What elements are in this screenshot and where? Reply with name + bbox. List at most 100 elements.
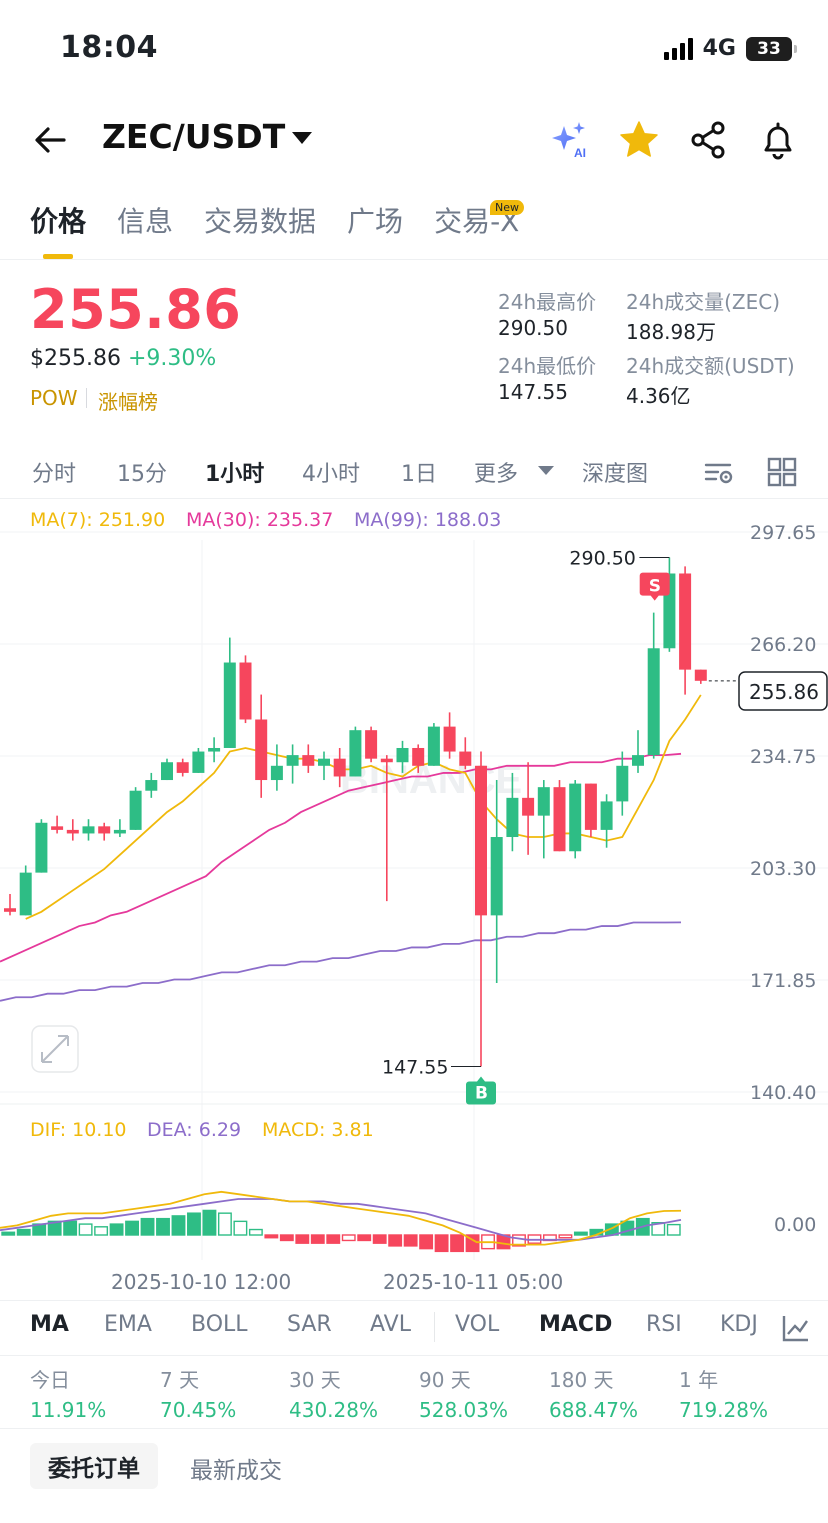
candle-body: [82, 826, 95, 834]
perf-180d-value: 688.47%: [549, 1398, 638, 1422]
interval-1d[interactable]: 1日: [401, 462, 437, 487]
tab-order-book[interactable]: 委托订单: [30, 1443, 158, 1489]
interval-15m[interactable]: 15分: [117, 462, 167, 487]
candle-body: [584, 783, 597, 830]
share-icon[interactable]: [686, 118, 730, 162]
candle-body: [380, 758, 393, 763]
candle-body: [475, 765, 487, 916]
macd-bar: [47, 1220, 62, 1236]
indicator-kdj[interactable]: KDJ: [720, 1312, 758, 1337]
candle-body: [145, 780, 158, 791]
stat-high-label: 24h最高价: [498, 290, 597, 314]
macd-bar: [279, 1234, 294, 1242]
tab-trading-data[interactable]: 交易数据: [204, 205, 317, 238]
candle-body: [176, 762, 189, 773]
ai-sparkle-icon[interactable]: AI: [548, 118, 592, 162]
y-tick-label: 140.40: [750, 1082, 816, 1104]
candle-body: [569, 783, 582, 852]
indicator-settings-icon[interactable]: [780, 1312, 812, 1344]
buy-marker: [466, 1076, 497, 1105]
status-icons: 4G 33: [663, 36, 797, 61]
macd-bar: [558, 1234, 573, 1239]
indicator-vol[interactable]: VOL: [455, 1312, 500, 1337]
candle-body: [19, 872, 32, 916]
candle-body: [302, 755, 315, 766]
back-arrow-icon[interactable]: [30, 118, 74, 162]
candle-body: [223, 662, 236, 748]
chart-settings-icon[interactable]: [702, 456, 736, 488]
candle-body: [286, 755, 299, 766]
macd-bar: [171, 1215, 186, 1236]
price-change-percent: +9.30%: [128, 346, 217, 371]
candle-body: [522, 797, 535, 816]
indicator-ema[interactable]: EMA: [104, 1312, 152, 1337]
dea-line: [0, 1198, 682, 1241]
indicator-macd[interactable]: MACD: [539, 1312, 613, 1337]
macd-bar: [109, 1223, 124, 1236]
divider: [0, 259, 828, 260]
macd-bar: [666, 1223, 681, 1236]
tab-square[interactable]: 广场: [347, 205, 404, 238]
tab-latest-trades[interactable]: 最新成交: [190, 1458, 282, 1484]
candle-body: [66, 829, 79, 834]
stat-turnover-label: 24h成交额(USDT): [626, 354, 795, 378]
low-price-label: 147.55: [382, 1057, 448, 1079]
candle-body: [600, 801, 613, 830]
tag-top-gainers[interactable]: 涨幅榜: [98, 390, 158, 414]
interval-more[interactable]: 更多: [474, 462, 519, 487]
indicator-ma[interactable]: MA: [30, 1312, 69, 1337]
pair-title[interactable]: ZEC/USDT: [102, 117, 286, 156]
candle-body: [270, 765, 283, 781]
macd-bar: [573, 1231, 588, 1236]
y-axis-ticks: 297.65 266.20 234.75 203.30 171.85 140.40: [750, 522, 816, 1104]
candle-body: [459, 751, 472, 766]
ma30-line: [0, 752, 682, 963]
indicator-boll[interactable]: BOLL: [191, 1312, 248, 1337]
buy-marker-label: B: [475, 1084, 488, 1104]
candle-body: [506, 797, 519, 838]
svg-text:AI: AI: [574, 146, 586, 160]
macd-bar: [512, 1234, 526, 1247]
network-type: 4G: [702, 36, 736, 61]
candle-body: [161, 762, 173, 781]
interval-4h[interactable]: 4小时: [302, 462, 360, 487]
layout-grid-icon[interactable]: [766, 456, 798, 488]
tab-price[interactable]: 价格: [30, 205, 87, 238]
indicator-rsi[interactable]: RSI: [646, 1312, 682, 1337]
ma7-legend: MA(7): 251.90: [30, 509, 165, 531]
candle-body: [51, 826, 64, 830]
dea-legend: DEA: 6.29: [147, 1119, 241, 1141]
tag-pow[interactable]: POW: [30, 386, 78, 410]
depth-chart-tab[interactable]: 深度图: [582, 462, 649, 487]
indicator-avl[interactable]: AVL: [370, 1312, 411, 1337]
last-price: 255.86: [30, 278, 242, 341]
macd-bar: [419, 1234, 434, 1250]
indicator-sar[interactable]: SAR: [287, 1312, 332, 1337]
perf-7d-value: 70.45%: [160, 1398, 237, 1422]
chevron-down-icon[interactable]: [538, 466, 554, 475]
y-tick-label: 171.85: [750, 970, 816, 992]
macd-bar: [326, 1234, 341, 1244]
macd-legend: MACD: 3.81: [262, 1119, 374, 1141]
macd-bar: [202, 1209, 217, 1236]
stat-turnover-value: 4.36亿: [626, 384, 691, 408]
macd-bar: [187, 1212, 201, 1236]
perf-30d-label: 30 天: [289, 1368, 341, 1392]
divider: [0, 1355, 828, 1356]
macd-bar: [341, 1234, 356, 1242]
macd-bar: [403, 1234, 418, 1247]
high-low-markers: 290.50 147.55 S B: [382, 547, 670, 1105]
kline-chart[interactable]: BINANCE 297.65266.20234.75203.30171.8514…: [0, 500, 828, 1300]
interval-line[interactable]: 分时: [32, 462, 77, 487]
macd-bar: [388, 1234, 403, 1247]
perf-7d-label: 7 天: [160, 1368, 200, 1392]
candle-body: [490, 837, 503, 916]
tab-info[interactable]: 信息: [117, 205, 174, 238]
chevron-down-icon[interactable]: [292, 132, 312, 144]
macd-bar: [140, 1217, 155, 1236]
star-icon[interactable]: [617, 118, 661, 162]
interval-1h[interactable]: 1小时: [205, 462, 265, 487]
bell-icon[interactable]: [756, 118, 800, 162]
dif-legend: DIF: 10.10: [30, 1119, 127, 1141]
candle-body: [412, 747, 425, 766]
